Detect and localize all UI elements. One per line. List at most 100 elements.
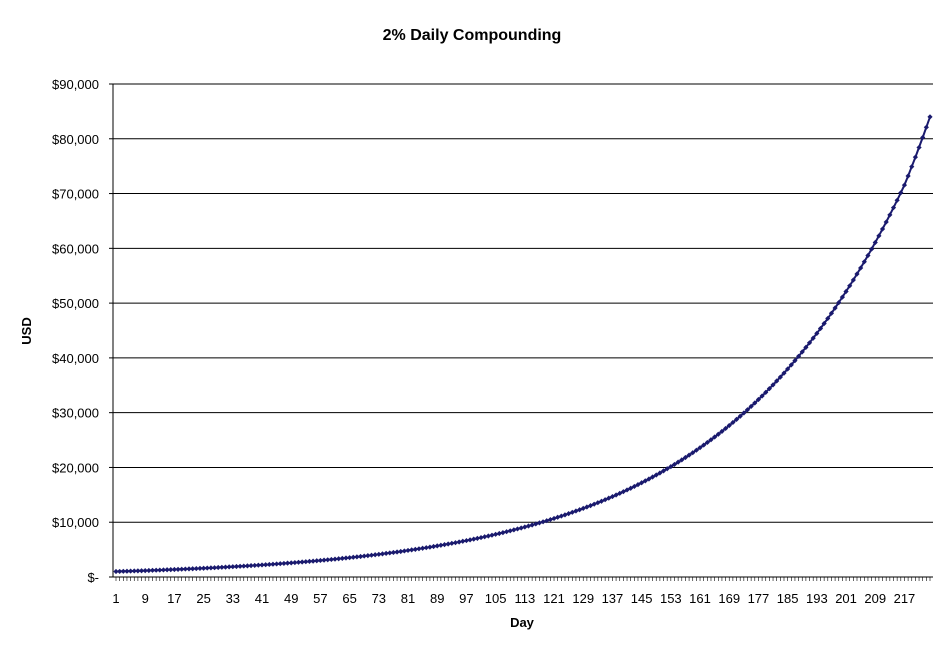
data-point (737, 413, 743, 419)
data-point (226, 564, 232, 570)
data-point (394, 549, 400, 555)
data-point (503, 529, 510, 535)
data-point (832, 305, 838, 311)
chart-title: 2% Daily Compounding (383, 27, 562, 44)
data-point (496, 530, 502, 537)
data-point (544, 518, 550, 524)
data-point (905, 173, 911, 179)
data-point (321, 557, 327, 563)
data-point (284, 560, 291, 566)
data-point (332, 556, 338, 562)
data-point (310, 558, 316, 564)
x-tick-label: 89 (430, 591, 444, 606)
data-point (701, 442, 707, 448)
data-point (478, 534, 484, 541)
data-point (423, 545, 429, 551)
data-point (511, 527, 517, 533)
data-point (646, 476, 652, 482)
data-point (923, 124, 929, 130)
x-tick-label: 57 (313, 591, 327, 606)
data-point (828, 310, 835, 316)
data-point (551, 515, 557, 522)
data-point (175, 566, 181, 572)
data-point (409, 547, 415, 553)
data-point (719, 428, 725, 434)
x-tick-label: 105 (485, 591, 507, 606)
data-point (839, 294, 845, 300)
data-point (909, 164, 915, 170)
data-point (489, 532, 495, 538)
data-point (182, 566, 188, 572)
data-point (850, 277, 856, 283)
data-point (679, 457, 685, 463)
x-tick-label: 201 (835, 591, 857, 606)
data-point (894, 197, 900, 203)
data-point (401, 548, 407, 554)
x-tick-label: 113 (514, 591, 535, 606)
data-point (620, 489, 626, 495)
data-point (854, 271, 860, 277)
data-point (445, 541, 451, 547)
data-point (879, 226, 886, 232)
data-point (712, 434, 718, 440)
y-tick-label: $70,000 (52, 187, 99, 202)
data-point (197, 565, 203, 572)
data-point (795, 353, 802, 359)
y-tick-label: $50,000 (52, 296, 99, 311)
data-point (569, 509, 575, 515)
data-point (149, 567, 156, 573)
data-point (482, 534, 488, 540)
data-point (120, 568, 126, 574)
data-point (865, 252, 871, 259)
y-tick-label: $30,000 (52, 406, 99, 421)
data-point (452, 540, 459, 546)
data-point (573, 508, 579, 514)
data-point (379, 551, 386, 557)
data-point (602, 497, 608, 503)
data-point (752, 400, 758, 406)
data-point (861, 259, 867, 265)
data-point (868, 246, 875, 252)
data-point (558, 513, 564, 519)
x-tick-label: 81 (401, 591, 415, 606)
data-point (153, 567, 159, 573)
data-point (704, 439, 710, 446)
x-tick-label: 49 (284, 591, 298, 606)
x-tick-label: 73 (372, 591, 386, 606)
data-point (336, 556, 342, 562)
data-point (248, 563, 254, 569)
data-point (357, 553, 364, 560)
data-point (263, 562, 269, 568)
y-axis-label: USD (19, 317, 34, 344)
data-point (160, 567, 167, 573)
data-point (825, 315, 831, 322)
y-tick-label: $40,000 (52, 351, 99, 366)
x-tick-label: 169 (718, 591, 740, 606)
data-point (138, 568, 145, 574)
data-point (222, 564, 229, 570)
data-point (252, 562, 258, 569)
data-point (730, 419, 736, 426)
data-point (814, 330, 820, 336)
data-point (208, 565, 214, 571)
data-point (306, 558, 313, 565)
data-point (770, 382, 776, 388)
data-point (387, 550, 393, 556)
series-line (115, 116, 931, 573)
data-point (628, 485, 634, 491)
data-point (270, 561, 276, 567)
data-point (376, 551, 382, 557)
data-point (529, 522, 535, 528)
gridlines (113, 83, 933, 523)
data-point (675, 459, 681, 465)
data-point (157, 567, 163, 573)
x-tick-label: 145 (631, 591, 653, 606)
data-point (430, 543, 437, 550)
data-point (383, 550, 389, 557)
data-point (920, 134, 926, 141)
data-point (927, 114, 933, 120)
data-point (774, 378, 780, 384)
data-point (715, 431, 721, 437)
data-point (317, 557, 324, 564)
